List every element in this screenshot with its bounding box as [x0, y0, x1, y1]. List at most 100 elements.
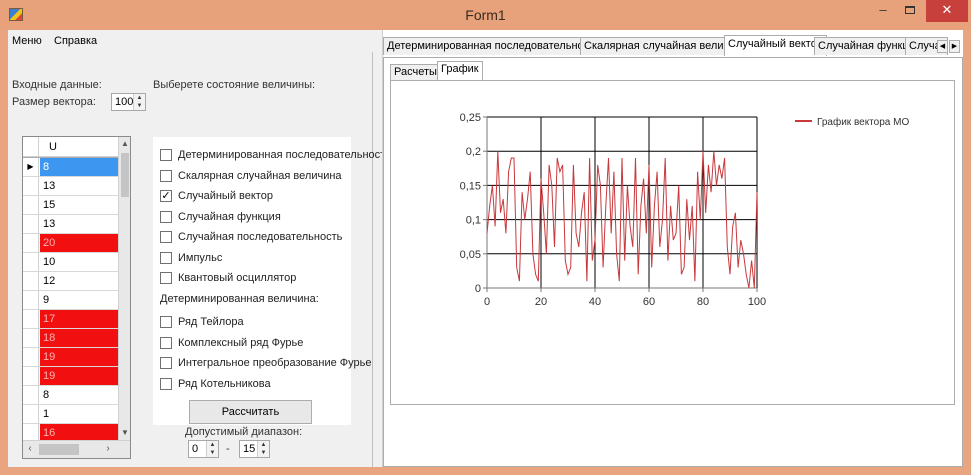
table-row[interactable]: 19	[23, 367, 118, 386]
menu-item-help[interactable]: Справка	[54, 35, 98, 47]
table-cell[interactable]: 8	[43, 389, 50, 401]
row-header[interactable]	[23, 348, 39, 366]
table-row[interactable]: ▶ 8	[23, 158, 118, 177]
grid-vertical-scrollbar[interactable]: ▲ ▼	[118, 137, 130, 440]
checkbox-icon[interactable]	[160, 251, 172, 264]
row-header[interactable]	[23, 291, 39, 309]
hscroll-thumb[interactable]	[39, 444, 79, 455]
scroll-right-icon[interactable]: ›	[106, 443, 110, 454]
table-row[interactable]: 17	[23, 310, 118, 329]
client-area: Меню Справка Входные данные: Выберете со…	[8, 30, 963, 467]
checkbox-icon[interactable]	[160, 377, 172, 390]
vector-size-stepper[interactable]: 100 ▲ ▼	[111, 93, 146, 111]
row-header[interactable]	[23, 215, 39, 233]
table-cell[interactable]: 10	[43, 256, 56, 268]
table-cell[interactable]: 19	[40, 348, 118, 366]
stepper-down-icon[interactable]: ▼	[209, 450, 216, 456]
table-row[interactable]: 8	[23, 386, 118, 405]
maximize-button[interactable]	[897, 0, 923, 22]
grid-corner[interactable]	[23, 137, 39, 157]
stepper-down-icon[interactable]: ▼	[260, 450, 267, 456]
row-header[interactable]	[23, 310, 39, 328]
stepper-up-icon[interactable]: ▲	[136, 95, 143, 101]
checkbox-icon[interactable]	[160, 336, 172, 349]
scroll-left-icon[interactable]: ‹	[28, 443, 32, 454]
scroll-up-icon[interactable]: ▲	[121, 139, 129, 148]
stepper-arrows[interactable]: ▲ ▼	[206, 441, 218, 457]
calculate-button[interactable]: Рассчитать	[189, 400, 312, 424]
tab-scroll-right-icon[interactable]: ▶	[949, 40, 960, 53]
tab-deterministic-sequence[interactable]: Детерминированная последовательность	[383, 37, 604, 55]
tab-random-vector[interactable]: Случайный вектор	[724, 35, 827, 56]
table-row[interactable]: 16	[23, 424, 118, 443]
checkbox-icon[interactable]	[160, 272, 172, 284]
checkbox-icon[interactable]	[160, 357, 172, 369]
row-header[interactable]	[23, 405, 39, 423]
table-row[interactable]: 18	[23, 329, 118, 348]
range-to-stepper[interactable]: 15 ▲ ▼	[239, 440, 270, 458]
tab-scalar-random[interactable]: Скалярная случайная величина	[580, 37, 752, 55]
x-tick-label: 60	[643, 296, 655, 308]
scroll-down-icon[interactable]: ▼	[121, 428, 129, 437]
stepper-up-icon[interactable]: ▲	[260, 442, 267, 448]
table-cell[interactable]: 13	[43, 218, 56, 230]
title-bar[interactable]: Form1 – ✕	[0, 0, 971, 30]
current-row-icon[interactable]: ▶	[23, 158, 39, 176]
table-row[interactable]: 9	[23, 291, 118, 310]
table-row[interactable]: 19	[23, 348, 118, 367]
table-row[interactable]: 13	[23, 177, 118, 196]
row-header[interactable]	[23, 234, 39, 252]
stepper-arrows[interactable]: ▲ ▼	[257, 441, 269, 457]
checkbox-icon[interactable]	[160, 169, 172, 182]
row-header[interactable]	[23, 253, 39, 271]
vector-size-value: 100	[115, 96, 134, 108]
table-row[interactable]: 15	[23, 196, 118, 215]
table-cell[interactable]: 19	[40, 367, 118, 385]
range-from-stepper[interactable]: 0 ▲ ▼	[188, 440, 219, 458]
table-cell[interactable]: 13	[43, 180, 56, 192]
table-row[interactable]: 1	[23, 405, 118, 424]
checkbox-icon[interactable]	[160, 149, 172, 161]
table-cell[interactable]: 17	[40, 310, 118, 328]
table-row[interactable]: 13	[23, 215, 118, 234]
minimize-button[interactable]: –	[879, 2, 887, 17]
state-options-panel: Детерминированная последовательность Скал…	[153, 137, 391, 425]
table-cell[interactable]: 12	[43, 275, 56, 287]
table-cell[interactable]: 16	[40, 424, 118, 442]
row-header[interactable]	[23, 196, 39, 214]
stepper-arrows[interactable]: ▲ ▼	[133, 94, 145, 110]
subtab-chart[interactable]: График	[437, 61, 483, 80]
y-tick-label: 0,2	[466, 146, 481, 158]
checkbox-icon[interactable]	[160, 231, 172, 243]
menu-item-menu[interactable]: Меню	[12, 35, 42, 47]
stepper-down-icon[interactable]: ▼	[136, 103, 143, 109]
row-header[interactable]	[23, 386, 39, 404]
stepper-up-icon[interactable]: ▲	[209, 442, 216, 448]
scroll-thumb[interactable]	[121, 153, 129, 197]
range-to-value: 15	[243, 443, 256, 455]
subtab-calculations[interactable]: Расчеты	[390, 64, 441, 80]
row-header[interactable]	[23, 272, 39, 290]
checkbox-icon[interactable]	[160, 316, 172, 328]
table-cell[interactable]: 8	[40, 158, 118, 176]
vector-grid[interactable]: U ▶ 8 13 15 13 20 10 12 9 17 18 19 19 8 1 16 ▲ ▼ ‹ ›	[22, 136, 131, 459]
row-header[interactable]	[23, 367, 39, 385]
table-row[interactable]: 10	[23, 253, 118, 272]
table-cell[interactable]: 9	[43, 294, 50, 306]
row-header[interactable]	[23, 424, 39, 442]
row-header[interactable]	[23, 329, 39, 347]
table-cell[interactable]: 18	[40, 329, 118, 347]
table-row[interactable]: 12	[23, 272, 118, 291]
tab-scroll-left-icon[interactable]: ◀	[937, 40, 948, 53]
checkbox-icon[interactable]	[160, 210, 172, 223]
table-row[interactable]: 20	[23, 234, 118, 253]
grid-horizontal-scrollbar[interactable]: ‹ ›	[23, 440, 130, 458]
table-cell[interactable]: 1	[43, 408, 50, 420]
grid-column-header[interactable]: U	[49, 141, 57, 153]
checkbox-checked-icon[interactable]: ✓	[160, 190, 172, 202]
table-cell[interactable]: 20	[40, 234, 118, 252]
row-header[interactable]	[23, 177, 39, 195]
table-cell[interactable]: 15	[43, 199, 56, 211]
close-button[interactable]: ✕	[926, 0, 968, 22]
